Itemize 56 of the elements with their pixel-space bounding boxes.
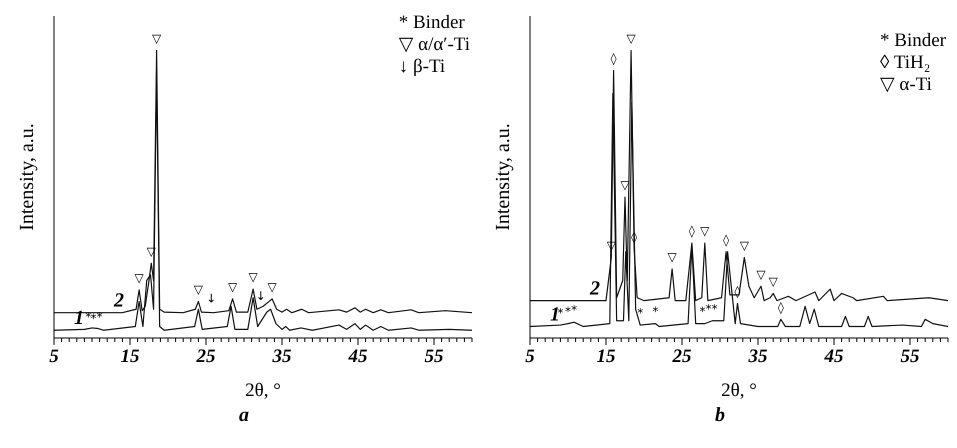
- annotation: ▽: [248, 270, 259, 284]
- x-axis-title: 2θ, °: [245, 380, 281, 401]
- x-tick-label: 25: [196, 346, 216, 367]
- x-tick-label: 5: [49, 346, 60, 367]
- text: a: [238, 404, 250, 427]
- annotation: ▽ α/α′-Ti: [398, 34, 470, 56]
- x-tick-label: 35: [272, 346, 292, 367]
- annotation: ◊: [723, 232, 730, 247]
- annotation: *: [637, 306, 644, 320]
- x-tick-label: 15: [596, 346, 616, 367]
- annotation: ▽: [152, 32, 162, 46]
- x-tick-label: 55: [900, 346, 920, 367]
- series-label: 2: [589, 278, 600, 300]
- annotation: *: [706, 302, 712, 316]
- annotation: ▽: [768, 274, 779, 288]
- annotation: ◊: [610, 52, 617, 66]
- annotation: ▽: [268, 280, 278, 294]
- annotation: ▽: [700, 224, 710, 238]
- annotation: *: [85, 310, 92, 324]
- annotation: ▽: [668, 250, 678, 264]
- x-tick-label: 45: [824, 346, 844, 367]
- annotation: ▽: [194, 282, 204, 296]
- annotation: ▽: [228, 280, 238, 294]
- y-axis-title: Intensity, a.u.: [16, 123, 38, 231]
- annotation: ◊: [778, 300, 784, 314]
- text: b: [714, 404, 726, 427]
- annotation: ↓: [206, 292, 216, 306]
- annotation: ▽: [626, 32, 636, 46]
- x-tick-label: 55: [424, 346, 444, 367]
- annotation: ▽ α-Ti: [880, 74, 933, 96]
- annotation: ▽: [134, 270, 145, 285]
- annotation: ▽: [756, 267, 766, 282]
- annotation: ↓: [256, 288, 266, 303]
- annotation: *: [712, 302, 718, 316]
- annotation: *: [90, 312, 97, 326]
- x-tick-label: 45: [348, 346, 368, 367]
- text: * Binder: [398, 12, 466, 34]
- annotation: * Binder: [880, 30, 946, 52]
- x-tick-label: 5: [525, 346, 536, 367]
- series-label: 2: [113, 290, 124, 312]
- annotation: *: [565, 304, 571, 319]
- annotation: ↓ β-Ti: [398, 56, 446, 78]
- y-axis-title: Intensity, a.u.: [492, 123, 514, 231]
- x-tick-label: 35: [748, 346, 768, 367]
- annotation: ◊: [688, 224, 695, 238]
- annotation: *: [652, 304, 658, 319]
- annotation: ▽: [740, 238, 750, 252]
- annotation: *: [700, 304, 706, 319]
- x-tick-label: 15: [120, 346, 140, 367]
- annotation: *: [96, 310, 103, 324]
- annotation: ◊ TiH₂: [880, 52, 932, 74]
- annotation: *: [571, 303, 578, 318]
- annotation: *: [557, 306, 564, 320]
- x-tick-label: 25: [672, 346, 692, 367]
- series-label: 1: [74, 307, 84, 330]
- x-axis-title: 2θ, °: [721, 380, 757, 401]
